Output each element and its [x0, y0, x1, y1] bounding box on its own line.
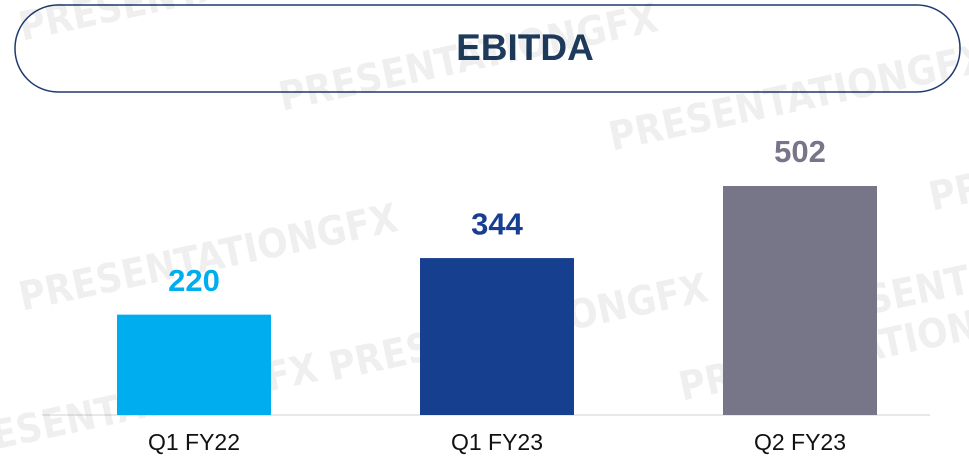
x-tick-label: Q1 FY23 — [451, 429, 543, 455]
x-tick-label: Q1 FY22 — [148, 429, 240, 455]
value-label: 344 — [471, 206, 523, 241]
bar — [117, 314, 271, 415]
bar — [723, 186, 877, 415]
chart-title: EBITDA — [456, 27, 594, 68]
title-frame — [14, 4, 961, 93]
watermark: PRESENTATIONGFX — [275, 0, 662, 121]
watermark: PRESENTATIONGFX — [15, 0, 402, 51]
bar — [420, 258, 574, 415]
value-label: 220 — [168, 263, 220, 298]
value-label: 502 — [774, 134, 826, 169]
watermark: PRESENTATIONGFX — [925, 95, 969, 220]
watermark: PRESENTATIONGFX — [15, 195, 402, 320]
x-tick-label: Q2 FY23 — [754, 429, 846, 455]
